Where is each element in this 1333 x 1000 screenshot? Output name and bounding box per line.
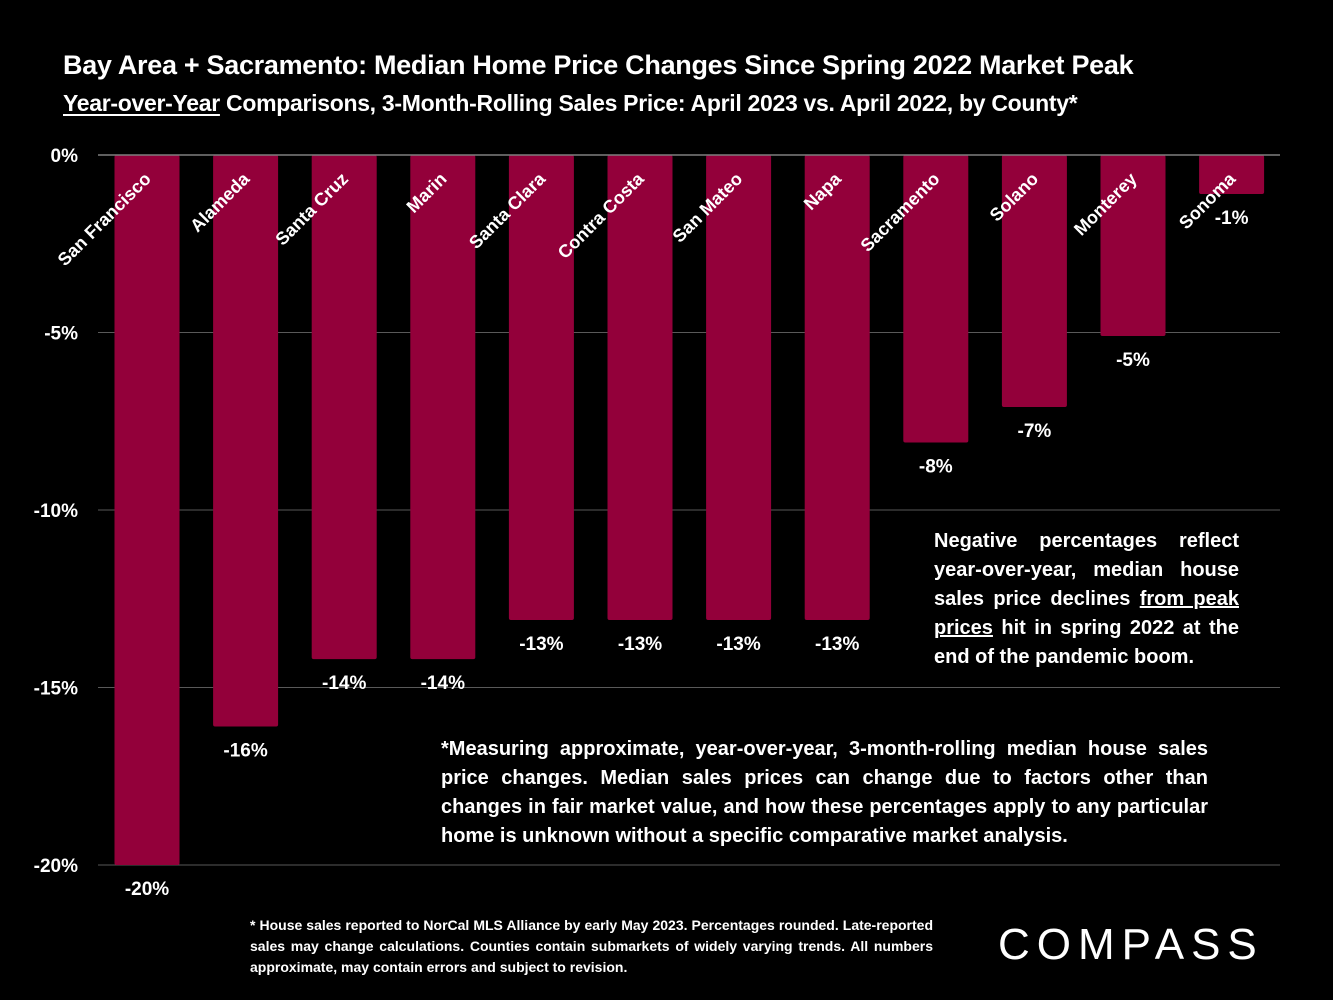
data-label: -13% (519, 634, 563, 655)
y-tick-label: -10% (34, 501, 78, 522)
note1-text-b: hit in spring 2022 at the end of the pan… (934, 617, 1239, 668)
bar (706, 155, 772, 621)
data-label: -14% (421, 673, 465, 694)
bar (1199, 155, 1265, 195)
footnote: * House sales reported to NorCal MLS All… (250, 917, 933, 975)
bar (410, 155, 476, 660)
chart-title: Bay Area + Sacramento: Median Home Price… (63, 50, 1134, 80)
bar (1001, 155, 1067, 408)
y-tick-label: -5% (44, 324, 78, 345)
y-tick-label: 0% (51, 146, 79, 167)
subtitle-rest: Comparisons, 3-Month-Rolling Sales Price… (219, 90, 1078, 116)
bar (213, 155, 279, 727)
bar (607, 155, 673, 621)
data-label: -13% (716, 634, 760, 655)
bar (804, 155, 870, 621)
bar (1100, 155, 1166, 337)
data-label: -16% (223, 741, 267, 762)
data-label: -1% (1215, 208, 1249, 229)
data-label: -5% (1116, 350, 1150, 371)
subtitle-underlined: Year-over-Year (63, 90, 220, 116)
y-tick-label: -20% (34, 856, 78, 877)
compass-logo: COMPASS (998, 920, 1264, 969)
y-tick-label: -15% (34, 679, 78, 700)
bar (508, 155, 574, 621)
data-label: -13% (815, 634, 859, 655)
bar (311, 155, 377, 660)
note1-underlined: from peak prices (934, 588, 1239, 639)
annotation-methodology-note: *Measuring approximate, year-over-year, … (441, 738, 1208, 847)
data-label: -14% (322, 673, 366, 694)
bar (114, 155, 180, 865)
annotation-peak-note: Negative percentages reflect year-over-y… (934, 527, 1239, 672)
data-label: -8% (919, 457, 953, 478)
data-label: -7% (1018, 421, 1052, 442)
bar (903, 155, 969, 443)
data-label: -13% (618, 634, 662, 655)
chart-subtitle: Year-over-Year Comparisons, 3-Month-Roll… (63, 90, 1078, 117)
note1-text-a: Negative percentages reflect year-over-y… (934, 530, 1239, 610)
data-label: -20% (125, 879, 169, 900)
